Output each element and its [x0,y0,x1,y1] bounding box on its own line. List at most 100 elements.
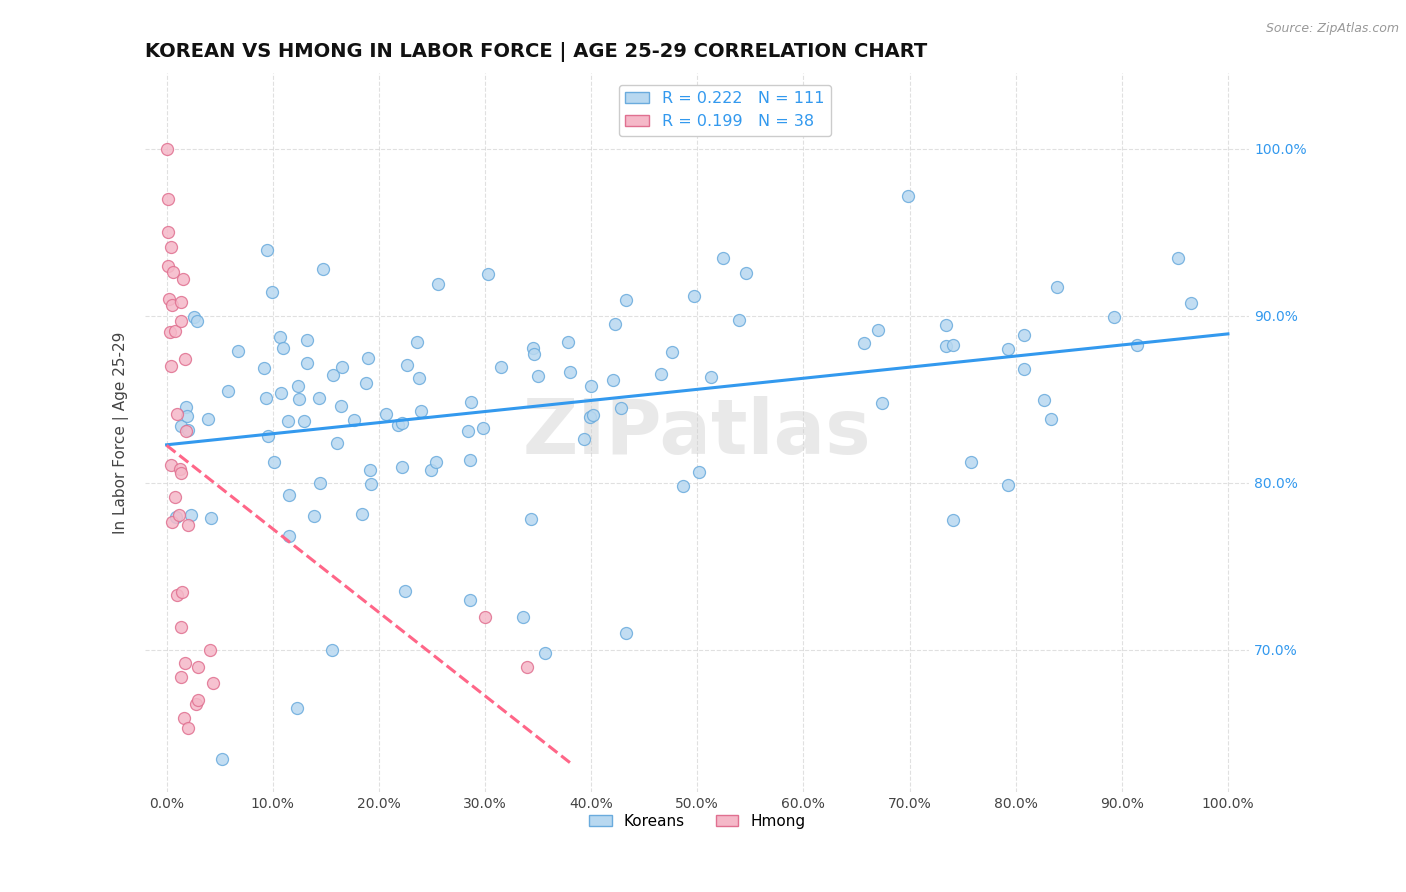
Point [200,510,222,524]
Point [170,418,193,433]
Point [157,259,180,273]
Point [176,517,198,532]
Point [391,460,413,475]
Point [177,423,200,437]
Point [427,277,450,291]
Point [176,400,198,414]
Point [387,417,409,432]
Point [322,368,344,382]
Point [523,347,546,361]
Point [163,324,186,338]
Point [202,676,225,690]
Point [614,626,637,640]
Point [256,243,278,257]
Point [935,339,957,353]
Point [458,453,481,467]
Point [180,508,202,522]
Point [1039,411,1062,425]
Point [1012,328,1035,343]
Point [157,225,180,239]
Point [211,751,233,765]
Point [312,262,335,277]
Point [557,334,579,349]
Point [391,417,413,431]
Point [277,488,299,502]
Point [295,356,318,370]
Point [292,413,315,427]
Point [1104,310,1126,324]
Point [477,267,499,281]
Point [277,414,299,428]
Point [868,324,890,338]
Point [170,314,193,328]
Point [897,189,920,203]
Point [942,338,965,352]
Point [326,436,349,450]
Point [522,341,544,355]
Point [560,365,582,379]
Point [260,285,283,300]
Point [526,369,548,384]
Point [650,367,672,381]
Point [156,142,179,156]
Point [1046,279,1069,293]
Point [187,659,209,673]
Text: Source: ZipAtlas.com: Source: ZipAtlas.com [1265,22,1399,36]
Point [357,351,380,365]
Point [172,585,194,599]
Point [409,404,432,418]
Point [519,511,541,525]
Point [942,513,965,527]
Point [661,344,683,359]
Point [157,292,180,306]
Text: KOREAN VS HMONG IN LABOR FORCE | AGE 25-29 CORRELATION CHART: KOREAN VS HMONG IN LABOR FORCE | AGE 25-… [145,42,928,62]
Point [425,455,447,469]
Point [735,266,758,280]
Point [278,529,301,543]
Point [159,240,181,254]
Point [614,293,637,307]
Point [870,396,893,410]
Point [394,584,416,599]
Point [582,409,605,423]
Point [688,465,710,479]
Point [408,371,430,385]
Point [997,478,1019,492]
Point [169,620,191,634]
Point [183,310,205,324]
Point [187,693,209,707]
Point [186,697,208,711]
Point [375,407,398,421]
Point [359,463,381,477]
Point [672,479,695,493]
Point [295,333,318,347]
Point [173,352,195,367]
Point [165,510,187,524]
Point [263,455,285,469]
Point [198,643,221,657]
Point [321,643,343,657]
Point [162,516,184,530]
Point [176,409,198,424]
Point [162,298,184,312]
Point [491,359,513,374]
Point [935,318,957,332]
Point [269,330,291,344]
Point [169,461,191,475]
Point [472,421,495,435]
Point [172,272,194,286]
Point [959,454,981,468]
Point [1180,295,1202,310]
Point [512,609,534,624]
Point [226,343,249,358]
Point [460,395,482,409]
Point [1125,337,1147,351]
Point [166,588,188,602]
Point [350,508,373,522]
Point [728,313,751,327]
Point [1033,393,1056,408]
Point [602,373,624,387]
Point [405,335,427,350]
Point [304,508,326,523]
Point [474,609,496,624]
